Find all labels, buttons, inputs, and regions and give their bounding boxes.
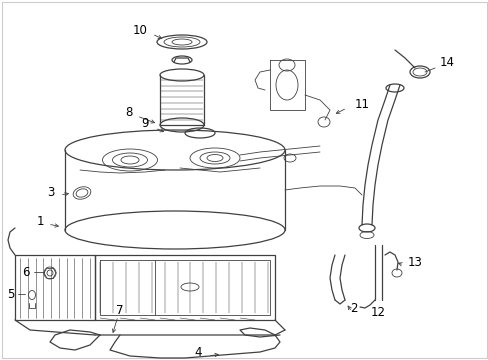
Text: 3: 3 <box>47 186 55 199</box>
Text: 2: 2 <box>349 301 357 315</box>
Text: 7: 7 <box>116 303 123 316</box>
Text: 1: 1 <box>37 216 44 229</box>
Text: 4: 4 <box>194 346 202 359</box>
Text: 9: 9 <box>141 117 148 130</box>
Text: 6: 6 <box>22 265 30 279</box>
Text: 5: 5 <box>8 288 15 301</box>
Text: 14: 14 <box>439 55 454 68</box>
Text: 13: 13 <box>407 256 422 269</box>
Text: 11: 11 <box>354 99 369 112</box>
Text: 12: 12 <box>370 306 385 320</box>
Text: 8: 8 <box>125 107 133 120</box>
Text: 10: 10 <box>133 23 148 36</box>
